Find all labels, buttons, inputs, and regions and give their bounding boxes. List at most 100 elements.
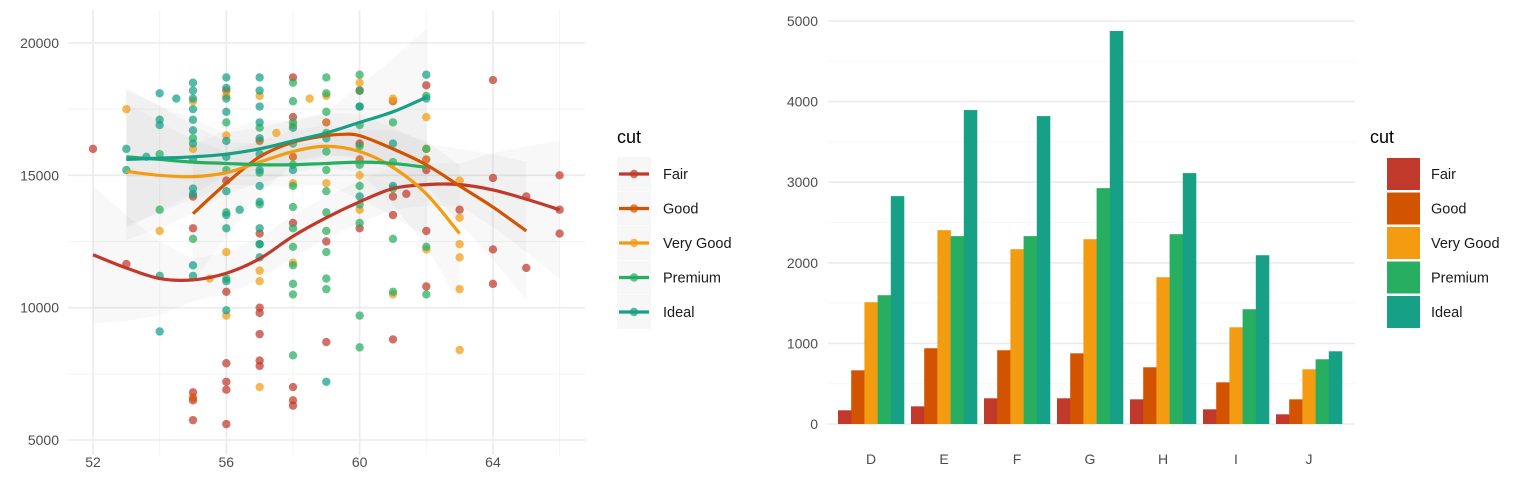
point-very-good	[122, 104, 131, 114]
point-premium	[388, 287, 398, 296]
bar-H-premium	[1169, 234, 1184, 424]
point-premium	[388, 118, 398, 127]
point-premium	[422, 144, 431, 154]
point-ideal	[255, 224, 264, 233]
point-ideal	[422, 70, 431, 79]
point-good	[288, 152, 298, 162]
point-fair	[488, 245, 498, 254]
point-fair	[488, 279, 498, 289]
point-premium	[322, 274, 331, 283]
point-premium	[355, 311, 364, 320]
x-tick-label: 64	[485, 454, 501, 470]
bar-J-premium	[1315, 359, 1330, 424]
point-premium	[322, 247, 331, 257]
point-ideal	[222, 210, 231, 220]
point-fair	[422, 81, 431, 90]
point-ideal	[255, 134, 264, 143]
legend-label: Ideal	[663, 305, 694, 321]
bar-H-good	[1143, 367, 1157, 424]
point-very-good	[255, 382, 264, 392]
point-fair	[255, 361, 264, 371]
bar-E-ideal	[963, 110, 978, 425]
point-ideal	[172, 94, 181, 103]
point-good	[188, 393, 198, 402]
bar-E-good	[924, 348, 938, 424]
point-ideal	[322, 377, 331, 386]
bar-D-premium	[877, 295, 892, 424]
smooth-line-good	[191, 132, 528, 233]
bar-I-premium	[1242, 309, 1257, 424]
bar-F-good	[997, 350, 1011, 424]
point-ideal	[222, 306, 231, 315]
point-ideal	[255, 165, 264, 175]
point-ideal	[222, 224, 231, 233]
point-very-good	[388, 94, 398, 103]
bar-J-good	[1289, 399, 1303, 424]
point-ideal	[188, 261, 198, 270]
point-premium	[288, 242, 298, 251]
point-ideal	[388, 139, 398, 148]
point-fair	[222, 419, 231, 429]
point-fair	[322, 237, 331, 246]
x-tick-label: F	[1013, 451, 1022, 467]
point-premium	[288, 181, 298, 191]
bar-H-ideal	[1182, 173, 1197, 424]
bar-I-ideal	[1255, 255, 1270, 424]
point-ideal	[155, 89, 164, 98]
point-ideal	[188, 104, 198, 114]
bar-E-fair	[911, 406, 925, 424]
point-fair	[555, 229, 564, 238]
bar-G-fair	[1057, 398, 1071, 424]
point-very-good	[272, 128, 281, 138]
point-premium	[288, 290, 298, 299]
point-premium	[322, 165, 331, 175]
bar-J-very-good	[1302, 369, 1316, 424]
bar-E-premium	[950, 236, 965, 424]
point-fair	[388, 210, 398, 220]
point-very-good	[455, 213, 464, 222]
bar-I-good	[1216, 382, 1230, 424]
legend-label: Ideal	[1431, 305, 1462, 321]
point-premium	[322, 73, 331, 82]
point-fair	[255, 329, 264, 339]
point-ideal	[222, 107, 231, 117]
bar-F-premium	[1023, 236, 1038, 424]
legend-label: Very Good	[1431, 236, 1500, 252]
x-tick-label: 56	[219, 454, 235, 470]
x-tick-label: G	[1085, 451, 1096, 467]
bar-J-ideal	[1328, 351, 1343, 424]
legend-label: Fair	[663, 167, 688, 183]
point-premium	[322, 187, 331, 196]
point-ideal	[255, 102, 264, 111]
scatter-panel: 52 56 60 64 5000 10000 15000 20000	[20, 10, 585, 470]
y-tick-label: 4000	[787, 94, 818, 110]
point-premium	[322, 89, 331, 98]
point-good	[322, 118, 331, 127]
bar-F-fair	[984, 398, 998, 424]
legend-swatch	[1387, 158, 1420, 190]
confidence-band-premium	[126, 87, 427, 237]
point-very-good	[455, 253, 464, 262]
x-tick-label: J	[1306, 451, 1313, 467]
bar-legend: cut Fair Good Very Good Premium Ideal	[1370, 127, 1500, 328]
point-ideal	[222, 187, 231, 196]
point-premium	[322, 284, 331, 294]
point-fair	[222, 385, 231, 394]
point-ideal	[288, 123, 298, 132]
point-very-good	[155, 226, 164, 236]
confidence-band-ideal	[126, 28, 427, 229]
point-premium	[288, 261, 298, 270]
point-ideal	[188, 86, 198, 95]
bar-F-very-good	[1010, 249, 1024, 424]
bar-G-premium	[1096, 188, 1111, 424]
point-premium	[355, 86, 364, 95]
point-ideal	[255, 118, 264, 127]
point-ideal	[188, 271, 198, 281]
legend-point-key	[629, 169, 639, 179]
bar-panel: D E F G H I J 0 1000 2000 3000 4000 5000	[787, 13, 1355, 467]
y-tick-label: 5000	[28, 432, 59, 448]
point-fair	[388, 335, 398, 344]
bar-E-very-good	[937, 230, 951, 424]
point-ideal	[188, 126, 198, 135]
point-premium	[355, 181, 364, 191]
